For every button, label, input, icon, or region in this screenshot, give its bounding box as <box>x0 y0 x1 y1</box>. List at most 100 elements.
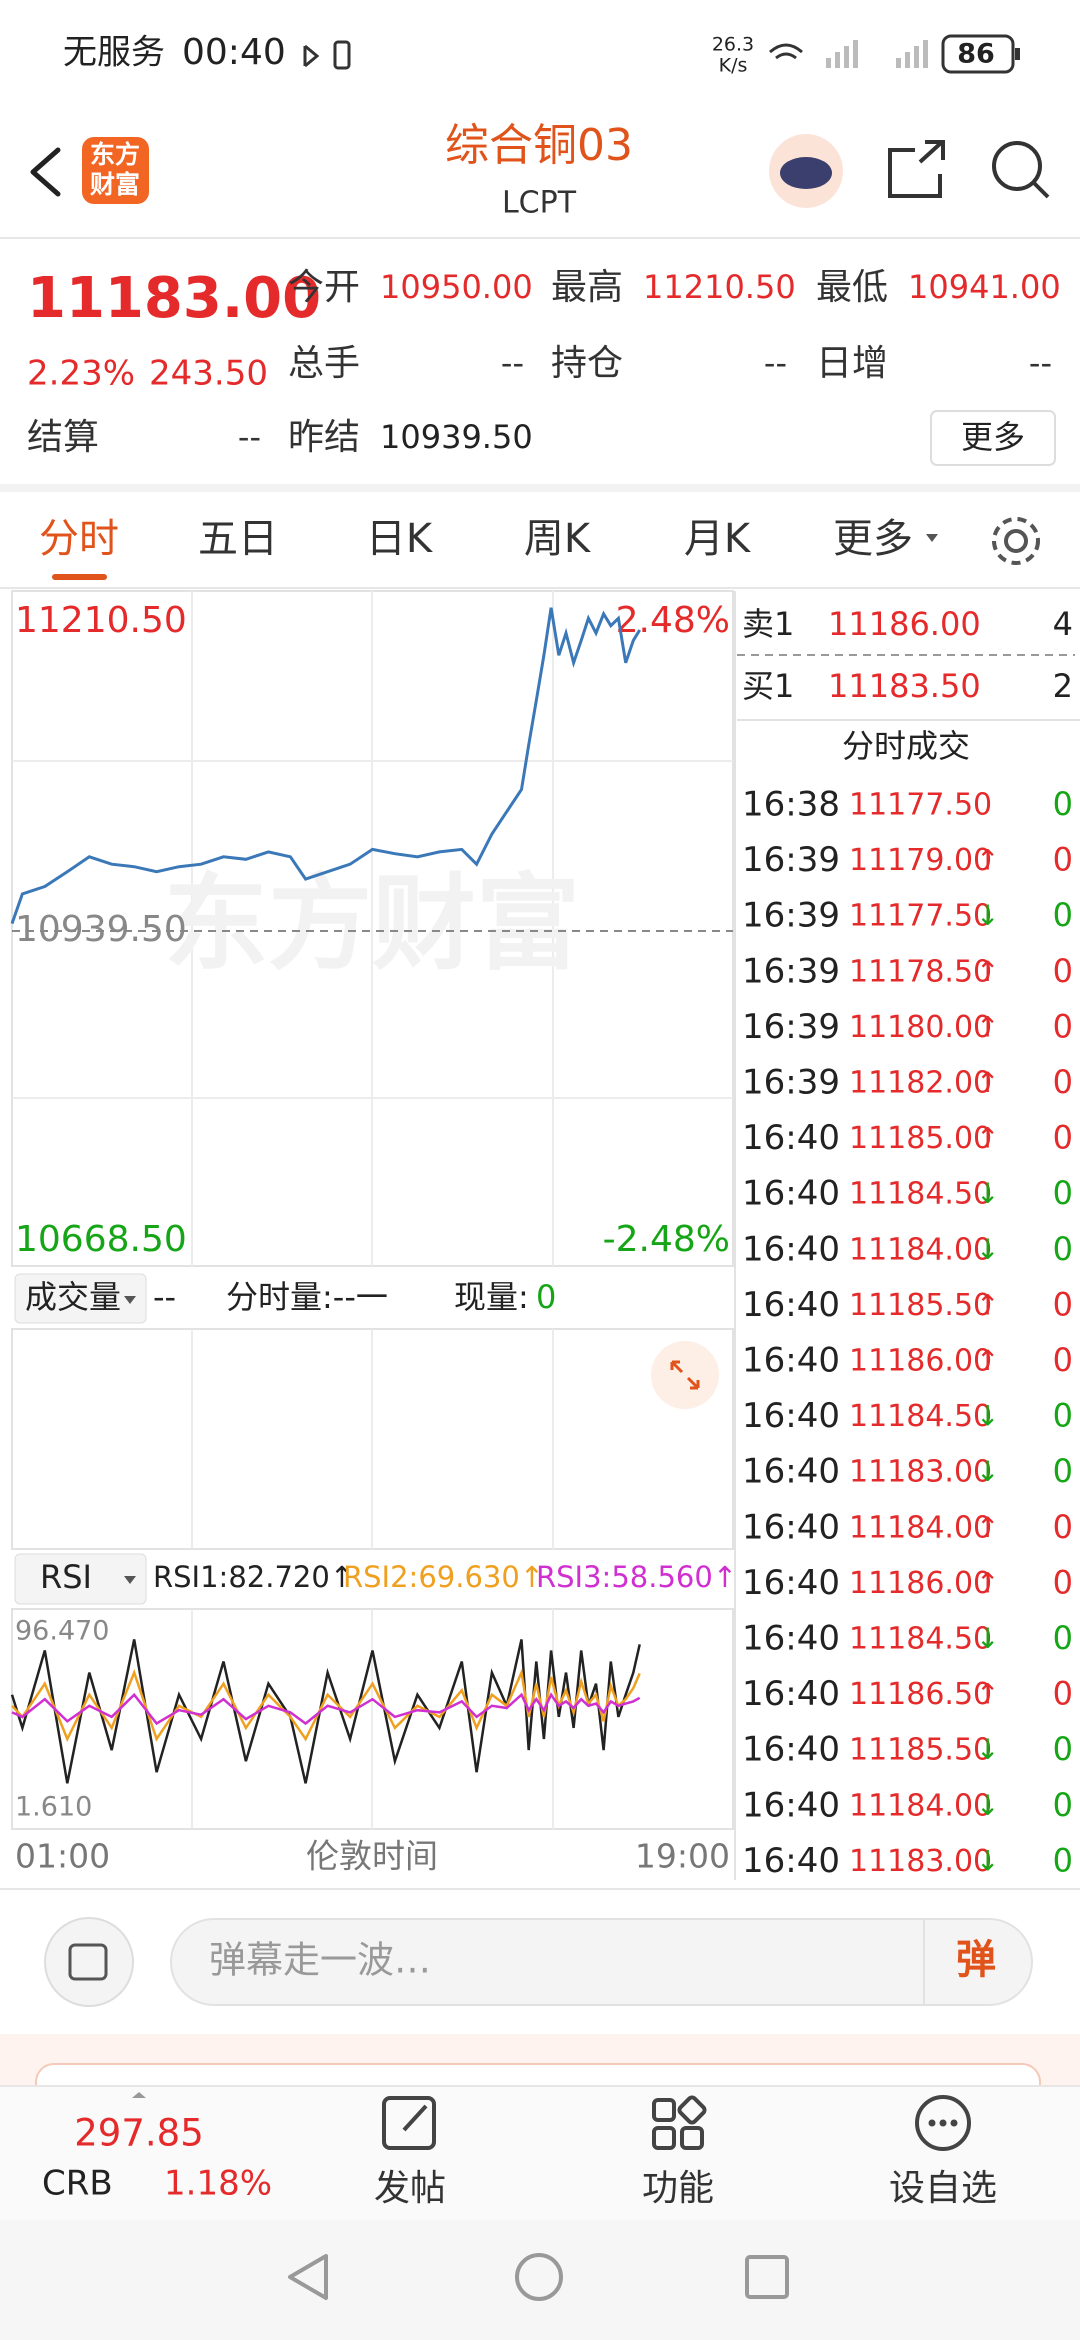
trade-time: 16:40 <box>742 1118 840 1158</box>
book-label: 卖1 <box>742 605 794 643</box>
y2-tick-label: 2.48% <box>616 600 730 641</box>
field-label: 昨结 <box>288 417 360 458</box>
nav-item[interactable]: 发帖 <box>374 2168 446 2209</box>
settings-button[interactable] <box>992 517 1040 565</box>
trade-volume: 0 <box>1053 1786 1073 1824</box>
trade-price: 11186.00 <box>849 1344 992 1379</box>
more-button-label[interactable]: 更多 <box>961 418 1025 456</box>
nav-recents[interactable] <box>745 2255 789 2299</box>
x-tick-label: 19:00 <box>635 1837 730 1876</box>
field-label: 最低 <box>816 267 888 308</box>
search-button[interactable] <box>992 141 1050 199</box>
trade-volume: 0 <box>1053 1619 1073 1657</box>
trade-direction: ↓ <box>976 1844 999 1877</box>
battery: 86 <box>957 39 995 70</box>
last-price: 11183.00 <box>27 266 321 331</box>
tab[interactable]: 分时 <box>39 516 119 562</box>
price-line <box>10 607 641 925</box>
trade-direction: ↑ <box>976 1511 999 1544</box>
tab[interactable]: 更多 <box>833 516 913 562</box>
y-tick-label: 96.470 <box>15 1616 109 1647</box>
x-axis-label: 伦敦时间 <box>306 1837 438 1876</box>
more-button[interactable] <box>930 410 1056 466</box>
trade-price: 11177.50 <box>849 788 992 823</box>
tab[interactable]: 月K <box>684 516 752 562</box>
dropdown-caret <box>124 1576 136 1584</box>
back-button[interactable] <box>30 147 61 197</box>
rsi-selector[interactable] <box>14 1553 147 1605</box>
trade-time: 16:40 <box>742 1341 840 1381</box>
trade-time: 16:40 <box>742 1229 840 1269</box>
share-button[interactable] <box>888 140 945 198</box>
rsi-selector-label[interactable]: RSI <box>40 1558 92 1596</box>
trade-time: 16:40 <box>742 1619 840 1659</box>
bottom-nav <box>0 2086 1080 2220</box>
volume-selector[interactable] <box>14 1273 147 1324</box>
rsi-line <box>11 1668 641 1743</box>
trade-price: 11184.50 <box>849 1177 992 1212</box>
trade-time: 16:40 <box>742 1174 840 1214</box>
watermark: 东方财富 <box>164 862 580 984</box>
watchlist-icon[interactable] <box>915 2095 971 2151</box>
trade-direction: ↑ <box>976 1678 999 1711</box>
trade-time: 16:40 <box>742 1785 840 1825</box>
field-label: 最高 <box>551 267 623 308</box>
comment-placeholder[interactable]: 弹幕走一波… <box>209 1939 431 1982</box>
y-tick-label: 11210.50 <box>15 600 187 641</box>
trade-volume: 0 <box>1053 1397 1073 1435</box>
legend-entry: RSI1:82.720↑ <box>153 1560 354 1594</box>
tab[interactable]: 周K <box>524 516 592 562</box>
trade-time: 16:38 <box>742 785 840 825</box>
comment-tools-button[interactable] <box>44 1917 134 2007</box>
app-logo[interactable] <box>82 137 149 204</box>
dropdown-caret <box>926 534 938 542</box>
current-volume: 0 <box>536 1278 556 1316</box>
trade-time: 16:40 <box>742 1452 840 1492</box>
trade-time: 16:40 <box>742 1396 840 1436</box>
index-value[interactable]: 297.85 <box>74 2112 203 2155</box>
rsi-line <box>11 1692 641 1726</box>
volume-value: -- <box>153 1278 176 1316</box>
volume-selector-label[interactable]: 成交量 <box>25 1278 121 1316</box>
function-icon[interactable] <box>652 2095 707 2150</box>
trade-price: 11180.00 <box>849 1010 992 1045</box>
index-name[interactable]: CRB <box>42 2164 113 2204</box>
field-value: -- <box>1029 344 1052 382</box>
expand-button[interactable] <box>651 1341 719 1409</box>
field-value: -- <box>238 418 261 456</box>
comment-input[interactable] <box>170 1918 1033 2006</box>
tab[interactable]: 五日 <box>198 516 278 562</box>
nav-back[interactable] <box>288 2254 328 2300</box>
field-label: 持仓 <box>551 343 623 384</box>
danmaku-button[interactable]: 弹 <box>956 1937 996 1983</box>
carrier: 无服务 <box>63 33 165 73</box>
trade-price: 11186.50 <box>849 1677 992 1712</box>
price-grid <box>12 591 733 1266</box>
field-value: -- <box>501 344 524 382</box>
legend-entry: RSI2:69.630↑ <box>343 1560 544 1594</box>
trade-direction: ↓ <box>976 1733 999 1766</box>
post-icon[interactable] <box>382 2096 436 2150</box>
book-volume: 4 <box>1053 605 1073 643</box>
index-change[interactable]: 1.18% <box>164 2164 272 2204</box>
trade-time: 16:40 <box>742 1841 840 1881</box>
trade-time: 16:39 <box>742 896 840 936</box>
dropdown-caret <box>124 1296 136 1304</box>
trade-volume: 0 <box>1053 952 1073 990</box>
trade-price: 11179.00 <box>849 843 992 878</box>
trade-price: 11185.00 <box>849 1121 992 1156</box>
field-value: 10950.00 <box>380 268 533 306</box>
trade-volume: 0 <box>1053 1007 1073 1045</box>
trade-direction: ↑ <box>976 1344 999 1377</box>
trade-price: 11185.50 <box>849 1288 992 1323</box>
tab[interactable]: 日K <box>366 516 434 562</box>
trade-price: 11183.00 <box>849 1844 992 1879</box>
nav-item[interactable]: 功能 <box>642 2168 714 2209</box>
nav-item[interactable]: 设自选 <box>889 2168 997 2209</box>
nav-home[interactable] <box>515 2253 563 2301</box>
trade-direction: ↑ <box>976 1122 999 1155</box>
trade-volume: 0 <box>1053 1675 1073 1713</box>
trade-price: 11183.00 <box>849 1455 992 1490</box>
